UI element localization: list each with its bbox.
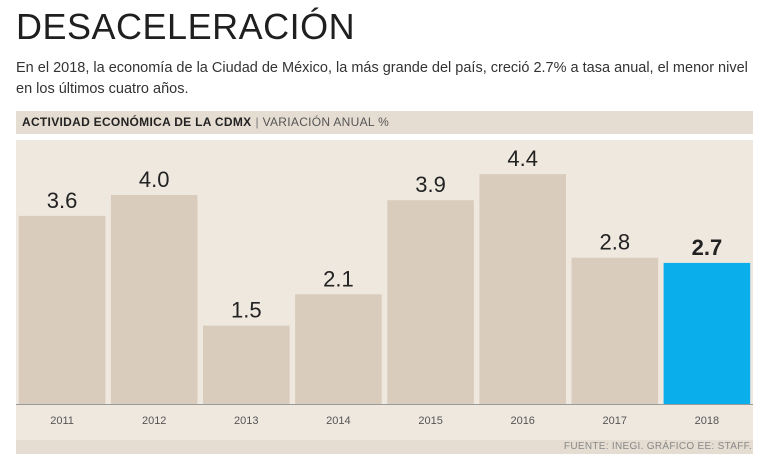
x-tick-2013: 2013 [234, 415, 258, 427]
value-label-2016: 4.4 [507, 146, 538, 171]
value-label-2013: 1.5 [231, 298, 262, 323]
bar-2016 [479, 174, 566, 404]
chart-title: DESACELERACIÓN [16, 6, 356, 47]
chart-subtitle: En el 2018, la economía de la Ciudad de … [16, 60, 748, 97]
band-label-primary: ACTIVIDAD ECONÓMICA DE LA CDMX [22, 115, 252, 129]
x-tick-2012: 2012 [142, 415, 166, 427]
bar-2017 [571, 257, 659, 404]
bar-2013 [203, 325, 290, 404]
x-tick-2015: 2015 [418, 415, 442, 427]
band-label-unit: VARIACIÓN ANUAL % [262, 115, 390, 129]
value-label-2011: 3.6 [47, 188, 78, 213]
x-tick-2016: 2016 [510, 415, 534, 427]
source-credit: FUENTE: INEGI. GRÁFICO EE: STAFF. [563, 441, 752, 452]
value-label-2018: 2.7 [692, 235, 723, 260]
bar-2018 [663, 262, 751, 404]
bar-2012 [110, 195, 198, 404]
bar-2011 [18, 215, 106, 404]
x-tick-2011: 2011 [50, 415, 74, 427]
value-label-2012: 4.0 [139, 167, 170, 192]
chart-area: 3.6 2011 4.0 2012 1.5 2013 2.1 2014 3.9 2015 4.4 20… [16, 140, 753, 440]
value-label-2014: 2.1 [323, 266, 354, 291]
chart-header-band: ACTIVIDAD ECONÓMICA DE LA CDMX | VARIACIÓN… [16, 111, 753, 134]
footer-band [16, 440, 753, 454]
value-label-2015: 3.9 [415, 172, 446, 197]
x-tick-2014: 2014 [326, 415, 350, 427]
value-label-2017: 2.8 [600, 230, 631, 255]
x-tick-2018: 2018 [695, 415, 719, 427]
bar-2014 [295, 294, 382, 404]
band-separator: | [255, 115, 259, 129]
x-tick-2017: 2017 [603, 415, 627, 427]
bar-chart: 3.6 2011 4.0 2012 1.5 2013 2.1 2014 3.9 2015 4.4 20… [16, 146, 753, 427]
bar-2015 [387, 200, 474, 404]
